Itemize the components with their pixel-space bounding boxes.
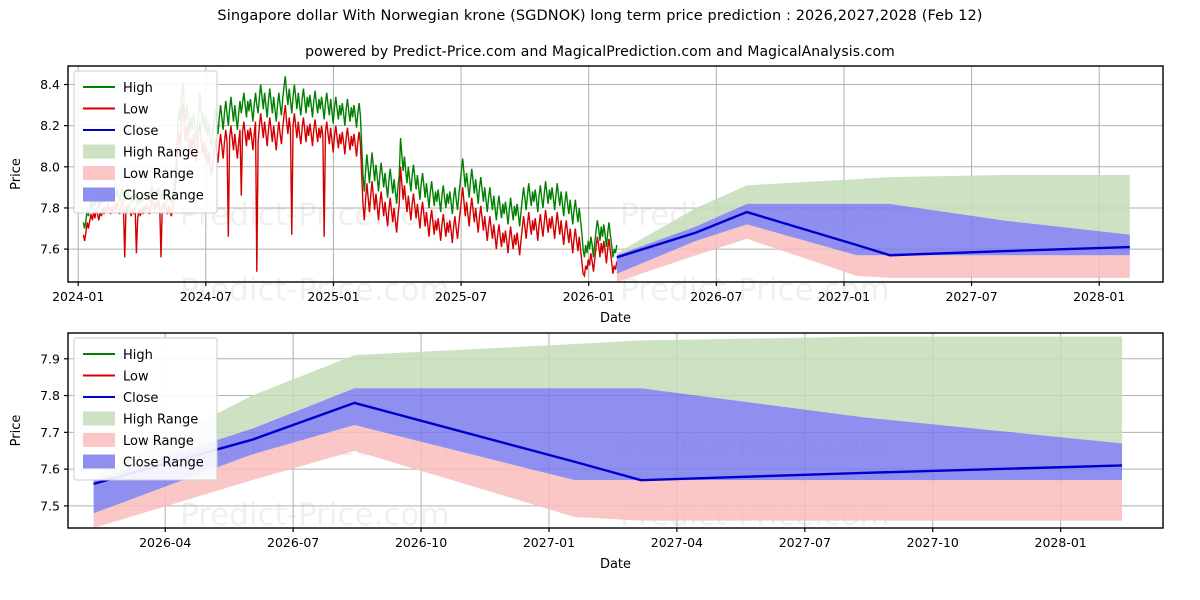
high-range-band [616,175,1130,256]
legend-item-label: High Range [123,412,198,427]
high-range-band [93,336,1123,481]
x-tick-label: 2025-01 [307,289,359,304]
chart-legend[interactable]: High Low Close High Range Low Range Close Ran… [73,70,218,214]
x-tick-label: 2025-07 [435,289,487,304]
x-tick-label: 2028-01 [1035,535,1087,550]
y-tick-label: 8.2 [40,118,60,133]
legend-item[interactable]: Low Range [83,433,194,449]
y-tick-label: 7.8 [40,200,60,215]
axes-frame [67,65,1164,283]
watermark-text: Predict-Price.com [180,497,450,533]
legend-item[interactable]: Close [83,124,158,139]
legend-band-swatch [83,166,115,180]
close-range-band [616,203,1130,274]
x-tick-label: 2026-07 [690,289,742,304]
chart-legend[interactable]: High Low Close High Range Low Range Close Ran… [73,337,218,481]
legend-item-label: Low [123,369,149,384]
axes-frame [67,332,1164,529]
legend-item[interactable]: High Range [83,411,198,428]
legend-band-swatch [83,454,115,469]
legend-item-label: Low Range [123,167,194,182]
plot-area [82,76,1130,282]
y-tick-label: 7.7 [40,425,60,440]
x-axis-label: Date [600,311,631,325]
axis-labels: 7.5 7.6 7.7 7.8 7.9 2026-04 2026-07 2026-10 2027… [9,351,1087,572]
top-chart-svg: Predict-Price.com Predict-Price.com Predic… [9,65,1164,325]
legend-item[interactable]: Low Range [83,166,194,182]
legend-item-label: Close Range [123,188,204,203]
legend-band-swatch [83,411,115,426]
x-tick-label: 2026-10 [395,535,447,550]
x-tick-label: 2024-01 [52,289,104,304]
forecast-close-line [616,210,1130,259]
x-tick-label: 2026-07 [267,535,319,550]
legend-item-label: Close Range [123,455,204,470]
x-tick-label: 2024-07 [180,289,232,304]
legend-item[interactable]: Low [83,369,149,384]
x-tick-label: 2027-04 [651,535,703,550]
y-tick-label: 8.0 [40,159,60,174]
legend-item-label: Close [123,391,158,406]
legend-item-label: Close [123,124,158,139]
bottom-chart-panel: Predict-Price.comPredict-Price.comPredic… [0,325,1200,597]
y-tick-label: 7.8 [40,388,60,403]
legend-item-label: Low [123,102,149,117]
legend-item-label: Low Range [123,434,194,449]
x-tick-label: 2027-01 [818,289,870,304]
legend-item-label: High Range [123,145,198,160]
legend-item[interactable]: Close [83,391,158,406]
axis-labels: 7.6 7.8 8.0 8.2 8.4 2024-01 2024-07 2025-01 2025… [9,77,1125,325]
y-tick-label: 8.4 [40,77,60,92]
low-range-band [93,424,1123,528]
x-axis-label: Date [600,557,631,572]
y-tick-label: 7.9 [40,351,60,366]
watermark-text: Predict-Price.com [620,272,890,308]
plot-area [93,336,1123,528]
legend-band-swatch [83,433,115,447]
y-tick-label: 7.6 [40,242,60,257]
x-tick-label: 2028-01 [1073,289,1125,304]
y-tick-label: 7.6 [40,462,60,477]
page-subtitle: powered by Predict-Price.com and Magical… [305,44,895,60]
page-title: Singapore dollar With Norwegian krone (S… [217,8,983,24]
legend-item[interactable]: Close Range [83,187,204,204]
legend-item[interactable]: Low [83,102,149,117]
x-tick-label: 2027-07 [945,289,997,304]
legend-item-label: High [123,81,153,96]
x-tick-label: 2027-10 [907,535,959,550]
legend-band-swatch [83,144,115,159]
close-range-band [93,388,1123,514]
watermark-text: Predict-Price.com [180,272,450,308]
legend-item[interactable]: High [83,81,153,96]
legend-item-label: High [123,348,153,363]
forecast-close-line [93,401,1123,486]
legend-item[interactable]: Close Range [83,454,204,471]
x-tick-label: 2026-04 [139,535,191,550]
y-tick-label: 7.5 [40,498,60,513]
watermark-text: Predict-Price.com [180,197,450,233]
legend-band-swatch [83,187,115,202]
bottom-chart-svg: Predict-Price.comPredict-Price.comPredic… [9,332,1164,572]
legend-item[interactable]: High Range [83,144,198,161]
y-axis-label: Price [9,158,24,190]
legend-item[interactable]: High [83,348,153,363]
low-range-band [616,224,1130,282]
x-tick-label: 2027-01 [523,535,575,550]
y-axis-label: Price [9,415,24,447]
x-tick-label: 2027-07 [779,535,831,550]
top-chart-panel: Predict-Price.com Predict-Price.com Predic… [0,60,1200,325]
x-tick-label: 2026-01 [563,289,615,304]
